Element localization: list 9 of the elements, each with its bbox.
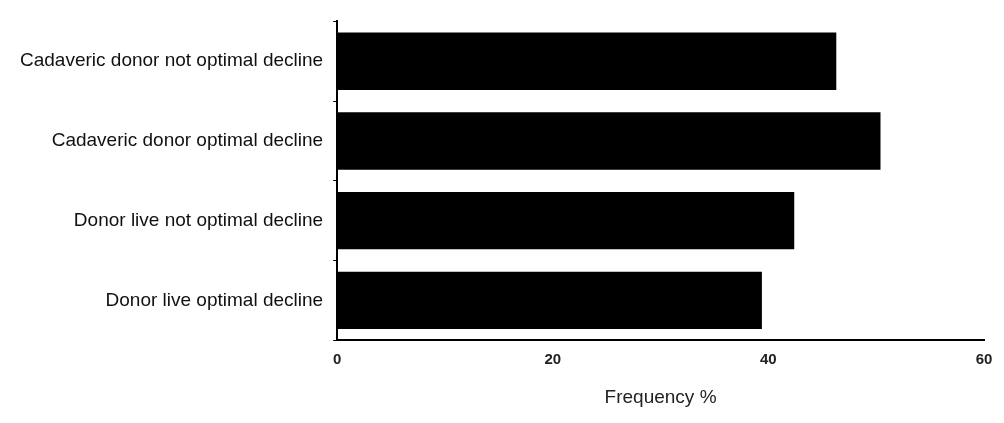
x-tick-label: 40 <box>760 350 777 368</box>
y-tick-label: Donor live not optimal decline <box>73 208 324 230</box>
x-tick-label: 60 <box>975 350 993 368</box>
y-tick-label: Donor live optimal decline <box>105 288 324 310</box>
x-axis-title: Frequency % <box>604 385 717 407</box>
x-tick-label: 0 <box>332 350 342 368</box>
y-tick-label: Cadaveric donor optimal decline <box>51 129 324 151</box>
y-tick-label: Cadaveric donor not optimal decline <box>19 49 324 71</box>
x-tick-label: 20 <box>544 350 562 368</box>
